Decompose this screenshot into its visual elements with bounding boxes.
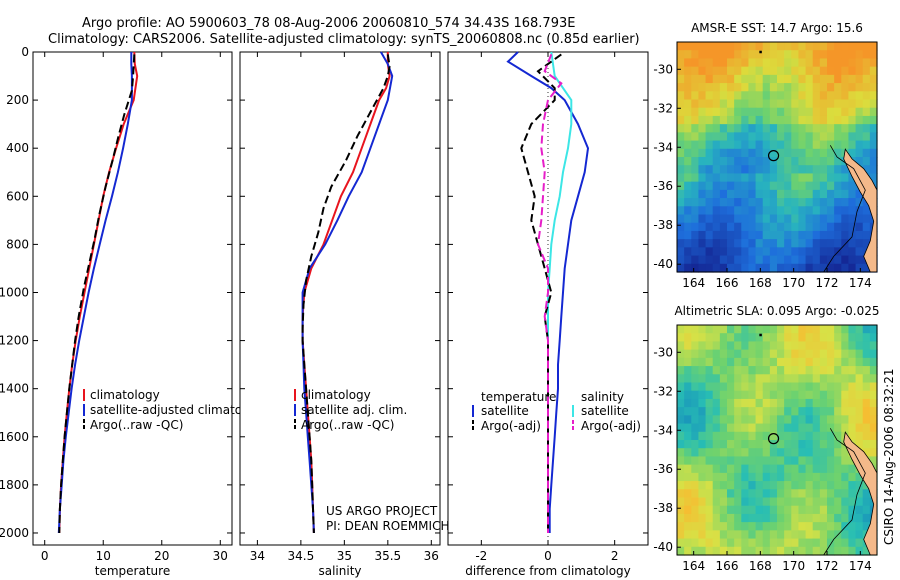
salinity-panel: 34 34.5 35 35.5 36 salinity climatologysatelli… [239,51,449,578]
sst-lat-tick-label: -36 [653,179,673,193]
difference-x-tick-label: 2 [611,549,619,563]
sla-lon-tick-label: 170 [782,559,805,573]
sla-depth-contour [823,428,866,556]
sla-track-point-marker [759,333,762,337]
sst-lat-tick-label: -34 [653,140,673,154]
salinity-x-tick-label: 34.5 [288,549,315,563]
sst-lon-tick-label: 170 [782,276,805,290]
sst-lat-tick-label: -40 [653,257,673,271]
depth-tick-label: 2000 [0,526,29,540]
legend-label: satellite [581,404,629,418]
sla-land-mass [843,431,878,556]
sst-track-point-marker [759,50,762,54]
salinity-x-tick-label: 35 [337,549,352,563]
sst-land-mass [843,148,878,273]
temperature-x-tick-label: 20 [154,549,169,563]
salinity-series-argo-raw-qc- [301,54,391,534]
legend-label: Argo(..raw -QC) [301,418,394,432]
sla-lon-tick-label: 174 [849,559,872,573]
temperature-panel: 0 10 20 30 0 200 400 600 800 1000 1200 1400 1600 1800… [0,45,260,578]
timestamp-label: CSIRO 14-Aug-2006 08:32:21 [882,369,896,545]
sst-map-frame [676,41,878,273]
legend-header-salinity: salinity [581,390,624,404]
temperature-x-tick-label: 30 [213,549,228,563]
figure-title-line2: Climatology: CARS2006. Satellite-adjuste… [48,32,640,47]
difference-x-axis-label: difference from climatology [465,564,631,578]
legend-label: climatology [90,388,160,402]
temperature-plot-frame [32,51,233,546]
difference-series-salinity-argo-adj- [536,54,563,533]
sla-field [677,325,878,556]
project-annotation: PI: DEAN ROEMMICH [326,519,449,533]
sla-lat-tick-label: -30 [653,345,673,359]
sst-depth-contour [823,145,866,273]
legend-label: satellite adj. clim. [301,403,407,417]
depth-tick-label: 1400 [0,382,29,396]
salinity-x-tick-label: 35.5 [374,549,401,563]
sla-lon-tick-label: 166 [716,559,739,573]
difference-series-temperature-argo-adj- [520,53,562,533]
sla-lat-tick-label: -32 [653,384,673,398]
salinity-x-tick-label: 34 [250,549,265,563]
sla-lat-tick-label: -38 [653,501,673,515]
sla-map-panel: Altimetric SLA: 0.095 Argo: -0.025 164 166… [653,304,879,573]
legend-label: satellite [481,404,529,418]
sla-map-title: Altimetric SLA: 0.095 Argo: -0.025 [674,304,879,318]
sst-lon-tick-label: 168 [749,276,772,290]
temperature-x-axis-label: temperature [95,564,170,578]
sst-lon-tick-label: 164 [682,276,705,290]
depth-tick-label: 400 [6,141,29,155]
temperature-x-tick-label: 0 [41,549,49,563]
sst-lat-tick-label: -38 [653,218,673,232]
sla-lon-tick-label: 168 [749,559,772,573]
legend-header-temperature: temperature [481,390,556,404]
legend-label: Argo(-adj) [581,419,641,433]
legend-label: satellite-adjusted climatolog [90,403,260,417]
sla-lat-tick-label: -34 [653,423,673,437]
legend-label: Argo(-adj) [481,419,541,433]
sst-lon-tick-label: 172 [816,276,839,290]
salinity-x-axis-label: salinity [318,564,361,578]
depth-tick-label: 1000 [0,285,29,299]
sla-lat-tick-label: -36 [653,462,673,476]
depth-tick-label: 600 [6,189,29,203]
depth-tick-label: 200 [6,93,29,107]
difference-series-salinity-satellite [547,51,573,533]
depth-tick-label: 1800 [0,478,29,492]
sst-map-title: AMSR-E SST: 14.7 Argo: 15.6 [691,21,863,35]
salinity-x-tick-label: 36 [424,549,439,563]
sla-map-frame [676,324,878,556]
sla-float-position-marker [767,433,780,445]
salinity-plot-frame [239,51,441,546]
legend-label: Argo(..raw -QC) [90,418,183,432]
sla-lat-tick-label: -40 [653,540,673,554]
depth-tick-label: 1600 [0,430,29,444]
sst-field [677,42,878,273]
temperature-x-tick-label: 10 [96,549,111,563]
sst-float-position-marker [767,150,780,162]
depth-tick-label: 1200 [0,334,29,348]
sla-lon-tick-label: 172 [816,559,839,573]
sla-lon-tick-label: 164 [682,559,705,573]
depth-tick-label: 800 [6,237,29,251]
difference-x-tick-label: 0 [544,549,552,563]
sst-lat-tick-label: -30 [653,62,673,76]
legend-label: climatology [301,388,371,402]
depth-tick-label: 0 [21,45,29,59]
difference-series-temperature-satellite [506,51,590,533]
figure-title-line1: Argo profile: AO 5900603_78 08-Aug-2006 … [82,16,575,31]
difference-x-tick-label: -2 [475,549,487,563]
sst-lon-tick-label: 166 [716,276,739,290]
project-annotation: US ARGO PROJECT [326,504,438,518]
sst-map-panel: AMSR-E SST: 14.7 Argo: 15.6 164 166 168 170 1… [653,21,878,290]
sst-lon-tick-label: 174 [849,276,872,290]
sst-lat-tick-label: -32 [653,101,673,115]
